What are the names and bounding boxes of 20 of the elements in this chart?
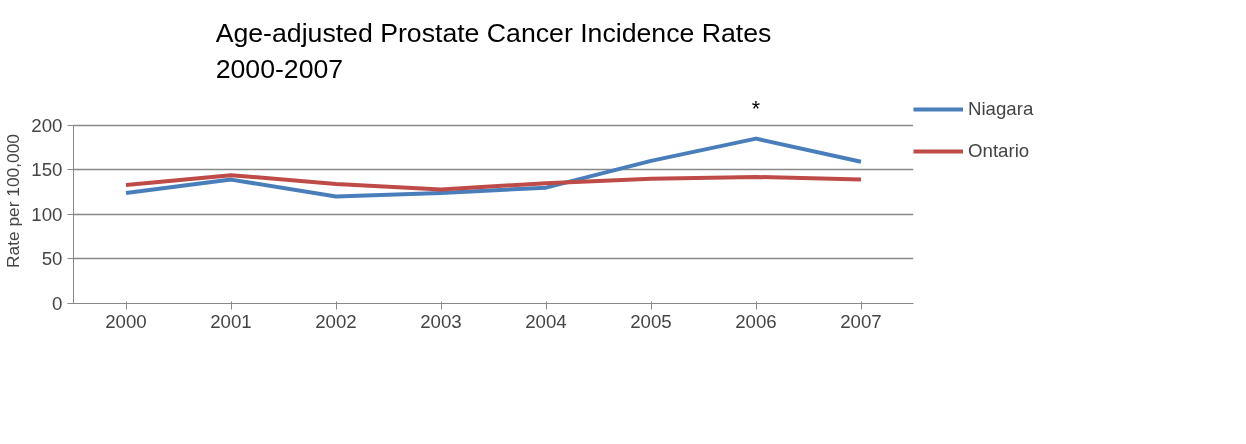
legend-label: Ontario [968,140,1030,162]
x-tick-label: 2006 [735,310,777,332]
line-series [124,173,863,192]
y-axis-title: Rate per 100,000 [3,134,24,268]
line-series [124,136,863,199]
y-tick-label: 0 [52,293,63,314]
x-tick-label: 2003 [420,310,462,332]
chart-title: Age-adjusted Prostate Cancer Incidence Rates 2000-2007 [215,17,772,84]
y-tick-label: 150 [31,159,63,181]
x-tick-label: 2005 [630,310,672,332]
y-tick-label: 200 [31,114,63,136]
x-tick-label: 2002 [315,310,357,332]
y-tick-label: 50 [41,248,63,270]
x-tick-label: 2001 [210,310,252,332]
annotation: * [751,96,761,121]
x-tick-label: 2004 [525,310,567,332]
y-tick-label: 100 [31,203,63,225]
x-tick-label: 2007 [840,310,882,332]
x-tick-label: 2000 [105,310,147,332]
legend-label: Niagara [968,98,1034,120]
